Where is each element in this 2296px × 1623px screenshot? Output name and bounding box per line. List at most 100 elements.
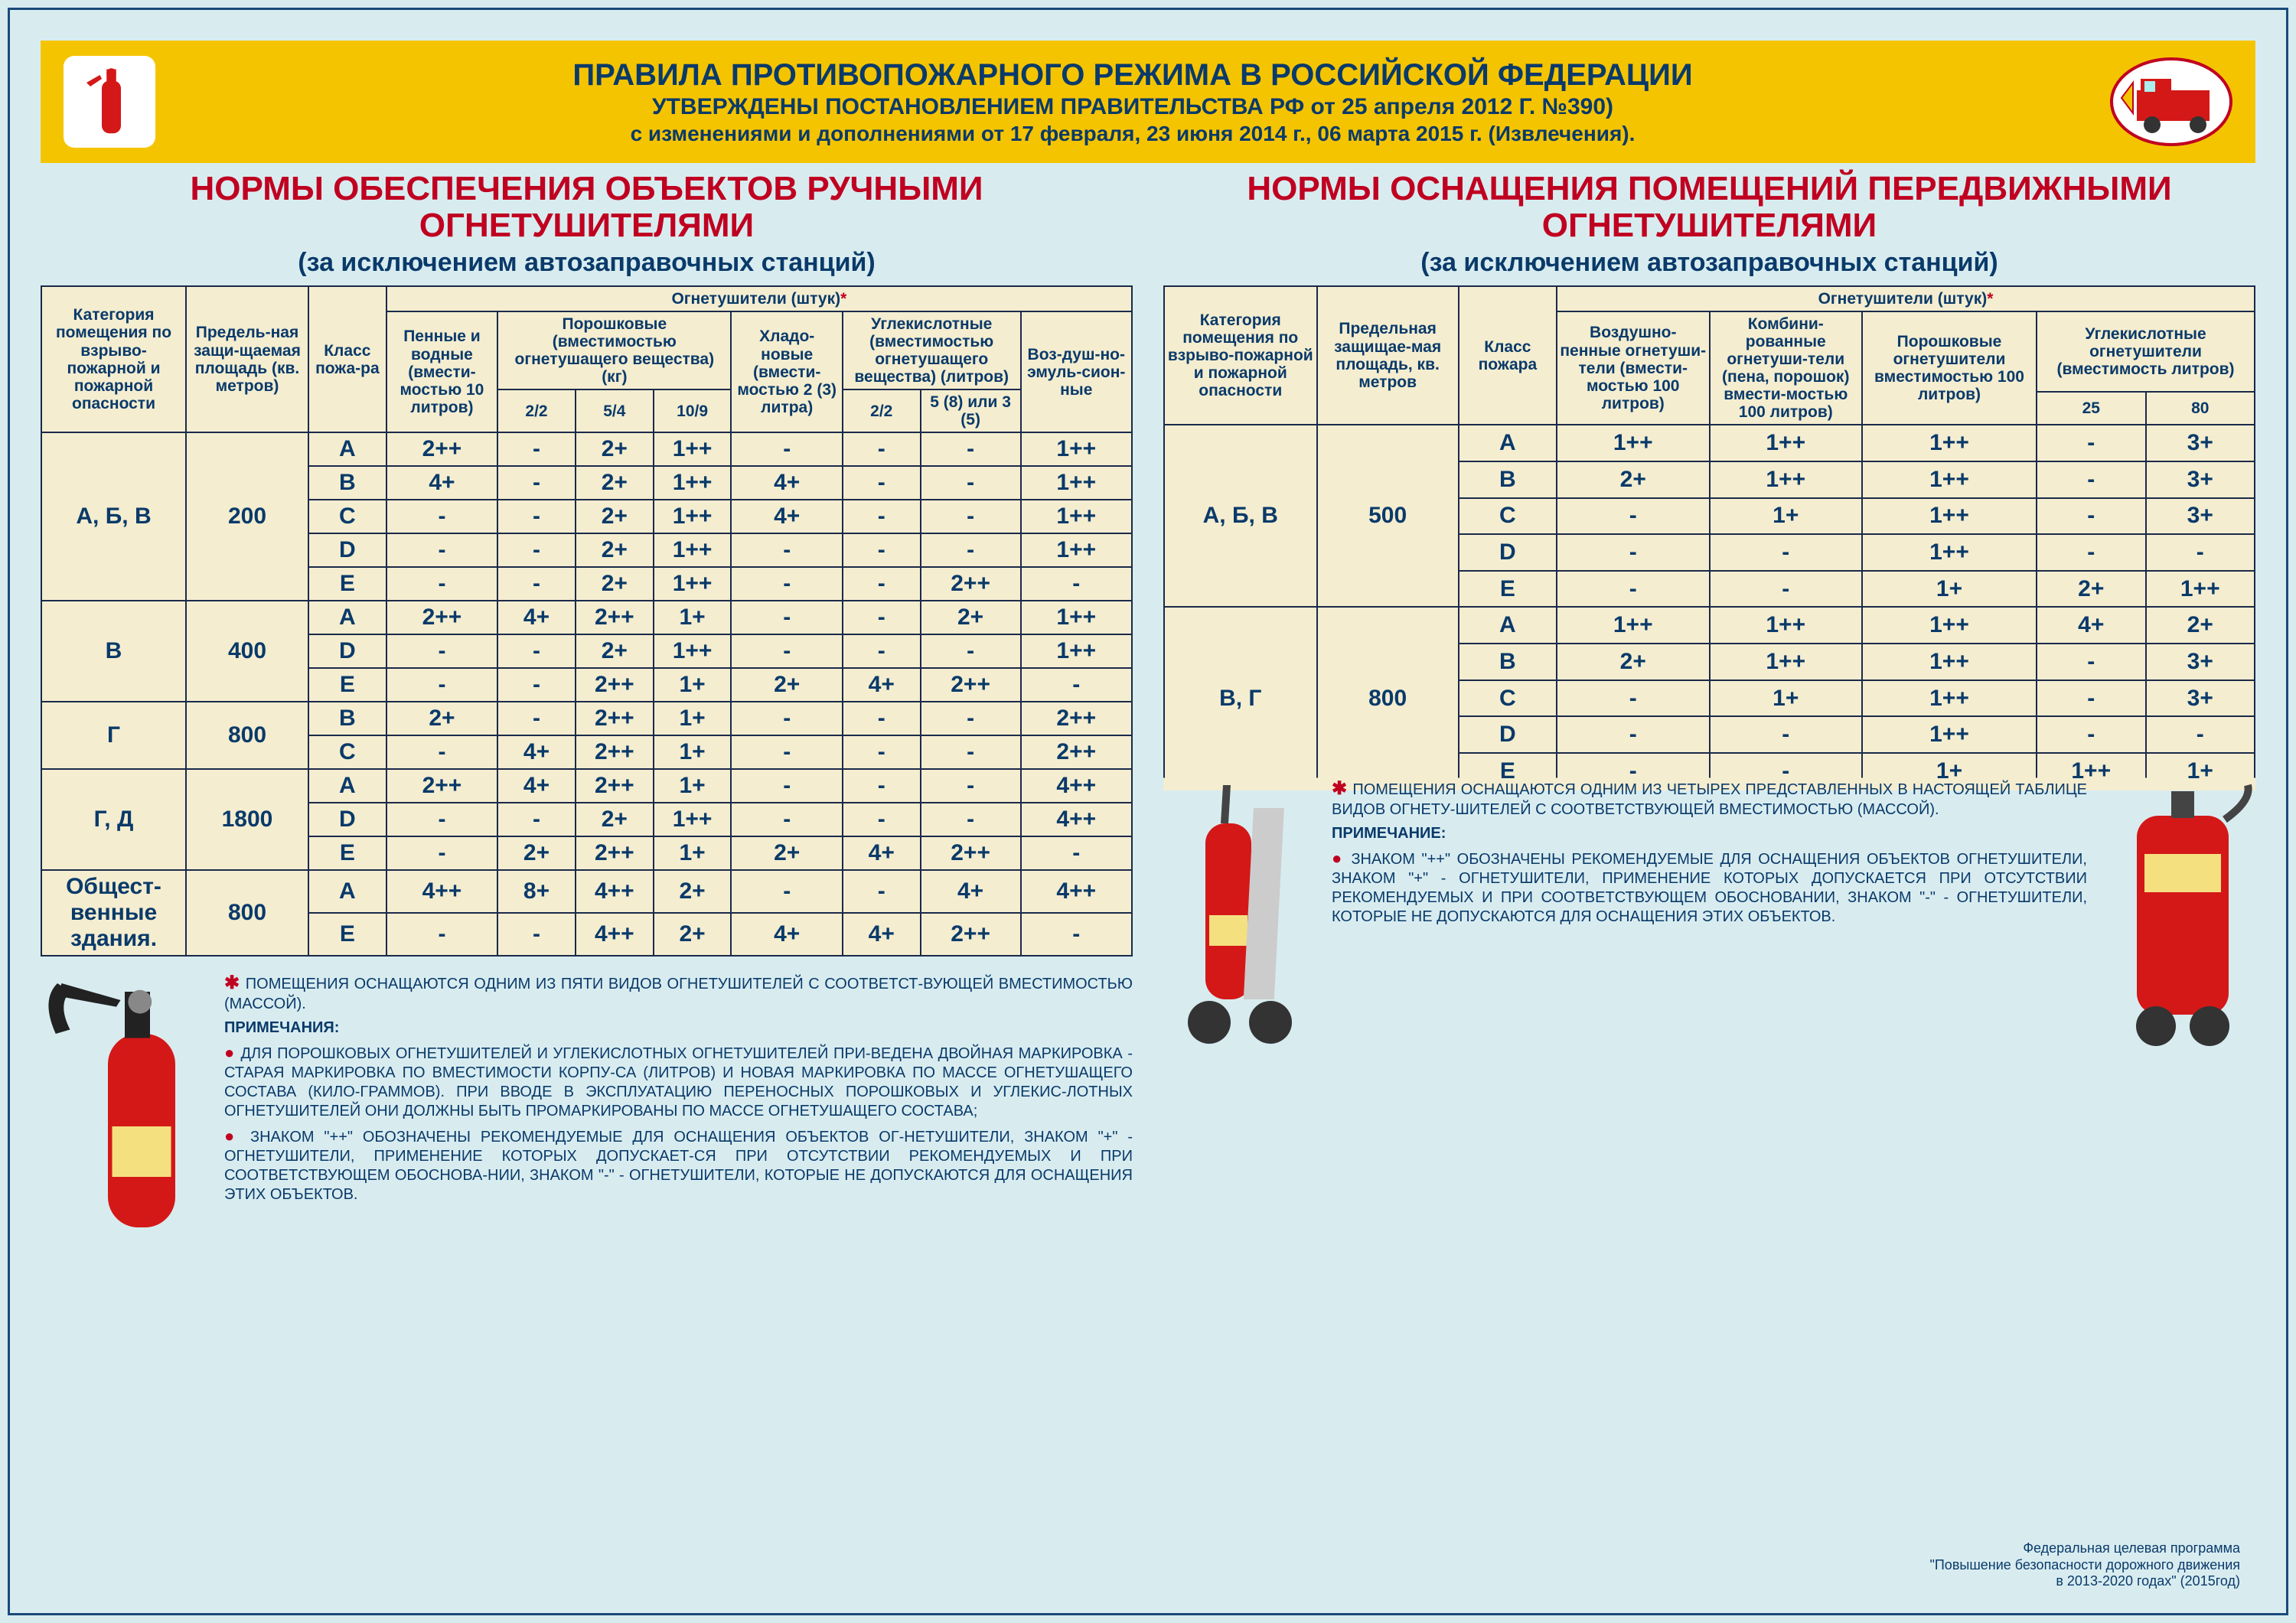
cell-value: - (843, 601, 921, 634)
cell-value: 2+ (654, 870, 732, 913)
cell-value: 2+ (731, 836, 842, 870)
cell-value: - (2037, 716, 2146, 753)
table-row: А, Б, В500А1++1++1++-3+ (1164, 425, 2255, 461)
footer-l2: "Повышение безопасности дорожного движен… (1929, 1557, 2240, 1574)
cell-class: Е (308, 567, 386, 601)
cell-value: 3+ (2146, 680, 2255, 717)
cell-class: Е (308, 668, 386, 702)
cell-value: - (921, 634, 1021, 668)
cell-class: В (1459, 644, 1557, 680)
cell-value: 4+ (386, 466, 497, 500)
footer: Федеральная целевая программа "Повышение… (1929, 1540, 2240, 1590)
cell-value: 2+ (386, 702, 497, 735)
cell-class: С (1459, 498, 1557, 535)
cell-value: 1++ (654, 567, 732, 601)
th-foam: Пенные и водные (вмести-мостью 10 литров… (386, 311, 497, 433)
left-title: НОРМЫ ОБЕСПЕЧЕНИЯ ОБЪЕКТОВ РУЧНЫМИ ОГНЕТ… (41, 171, 1133, 245)
cell-value: 2+ (1557, 644, 1710, 680)
cell-value: 1++ (2146, 571, 2255, 608)
cell-category: А, Б, В (41, 432, 186, 601)
cell-value: 2++ (921, 567, 1021, 601)
cell-value: 2+ (2146, 607, 2255, 644)
cell-value: - (843, 870, 921, 913)
cell-value: 1++ (1862, 680, 2037, 717)
cell-value: 1++ (654, 634, 732, 668)
cell-value: - (386, 634, 497, 668)
cell-area: 800 (186, 702, 308, 769)
cell-value: - (843, 702, 921, 735)
cell-area: 500 (1317, 425, 1459, 607)
cell-category: Г (41, 702, 186, 769)
cell-value: - (731, 735, 842, 769)
th-air: Воз-душ-но-эмуль-сион-ные (1021, 311, 1132, 433)
table-row: А, Б, В200А2++-2+1++---1++ (41, 432, 1132, 466)
cell-value: - (1710, 716, 1863, 753)
footer-l3: в 2013-2020 годах" (2015год) (1929, 1573, 2240, 1590)
cell-value: - (1021, 567, 1132, 601)
cell-value: 1+ (1710, 498, 1863, 535)
cell-value: 2++ (1021, 702, 1132, 735)
th-co2: Углекислотные (вместимостью огнетушащего… (843, 311, 1021, 389)
fire-truck-icon (2110, 56, 2232, 148)
cell-value: - (1557, 571, 1710, 608)
cell-value: 1++ (1862, 607, 2037, 644)
cell-value: - (921, 803, 1021, 836)
cell-value: 2++ (386, 432, 497, 466)
cell-value: 2++ (576, 836, 654, 870)
cell-value: 2+ (497, 836, 576, 870)
cell-value: - (386, 500, 497, 533)
th-ext-group: Огнетушители (штук)* (386, 286, 1132, 311)
cell-value: 1++ (1021, 432, 1132, 466)
cell-value: - (386, 533, 497, 567)
cell-class: А (308, 601, 386, 634)
cell-value: 1++ (1862, 716, 2037, 753)
cell-value: 4+ (843, 913, 921, 956)
cell-value: - (497, 533, 576, 567)
cell-value: 2++ (921, 668, 1021, 702)
cell-class: D (308, 634, 386, 668)
table-row: В400А2++4+2++1+--2+1++ (41, 601, 1132, 634)
cell-value: - (1557, 498, 1710, 535)
header-line2: УТВЕРЖДЕНЫ ПОСТАНОВЛЕНИЕМ ПРАВИТЕЛЬСТВА … (155, 94, 2110, 120)
cell-value: 8+ (497, 870, 576, 913)
cell-value: - (497, 500, 576, 533)
cell-value: - (921, 735, 1021, 769)
cell-value: - (1557, 534, 1710, 571)
cell-class: А (308, 769, 386, 803)
cell-class: С (308, 500, 386, 533)
cell-value: 4+ (731, 500, 842, 533)
left-prim: ПРИМЕЧАНИЯ: (224, 1019, 339, 1036)
header-line1: ПРАВИЛА ПРОТИВОПОЖАРНОГО РЕЖИМА В РОССИЙ… (155, 58, 2110, 93)
cell-value: - (921, 432, 1021, 466)
left-table: Категория помещения по взрыво-пожарной и… (41, 285, 1133, 957)
cell-area: 800 (1317, 607, 1459, 789)
cell-class: В (1459, 461, 1557, 498)
cell-value: - (921, 702, 1021, 735)
cell-value: - (921, 769, 1021, 803)
cell-value: - (386, 668, 497, 702)
cell-value: - (386, 735, 497, 769)
cell-value: - (731, 432, 842, 466)
cell-value: 3+ (2146, 644, 2255, 680)
cell-area: 1800 (186, 769, 308, 870)
cell-value: 2++ (386, 769, 497, 803)
cell-value: - (1021, 913, 1132, 956)
cell-value: - (2037, 644, 2146, 680)
th-c1: 2/2 (843, 389, 921, 432)
cell-value: 4+ (731, 466, 842, 500)
cell-value: - (497, 432, 576, 466)
th-powder: Порошковые (вместимостью огнетушащего ве… (497, 311, 731, 389)
cell-value: 2+ (576, 500, 654, 533)
right-subtitle: (за исключением автозаправочных станций) (1163, 248, 2255, 278)
cell-class: А (1459, 425, 1557, 461)
cell-value: 2+ (2037, 571, 2146, 608)
cell-value: - (2037, 680, 2146, 717)
th-powder-r: Порошковые огнетушители вместимостью 100… (1862, 311, 2037, 425)
cell-value: - (843, 803, 921, 836)
cell-value: - (921, 466, 1021, 500)
right-prim: ПРИМЕЧАНИЕ: (1332, 825, 1446, 842)
cell-class: В (308, 702, 386, 735)
cell-value: 1+ (654, 668, 732, 702)
page-border: ПРАВИЛА ПРОТИВОПОЖАРНОГО РЕЖИМА В РОССИЙ… (8, 8, 2288, 1615)
cell-class: D (308, 533, 386, 567)
